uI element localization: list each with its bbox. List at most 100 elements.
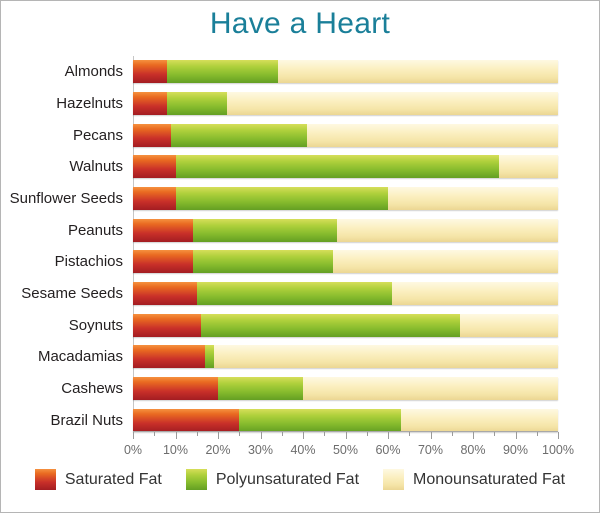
bar-segment-saturated-fat [133,250,193,274]
category-label: Pecans [72,126,123,144]
bar-row: Macadamias [1,341,599,373]
axis-tick [175,432,177,439]
axis-tick [154,432,156,436]
bar-segment-polyunsaturated-fat [192,250,333,274]
category-label: Almonds [64,63,123,81]
category-label: Walnuts [69,158,123,176]
bar-segment-polyunsaturated-fat [196,282,393,306]
bar-segment-polyunsaturated-fat [175,187,388,211]
bar-segment-saturated-fat [133,155,176,179]
axis-tick-label: 60% [375,443,401,457]
axis-tick [430,432,432,439]
bar-segment-monounsaturated-fat [460,313,558,337]
axis-tick [239,432,241,436]
bar-segment-saturated-fat [133,313,201,337]
bar-track [133,408,558,432]
axis-tick [281,432,283,436]
bar-segment-polyunsaturated-fat [167,92,227,115]
bar-segment-polyunsaturated-fat [239,408,401,432]
axis-tick [558,432,559,439]
axis-tick [303,432,304,439]
bar-row: Sunflower Seeds [1,183,599,215]
legend: Saturated Fat Polyunsaturated Fat Monounsa… [1,469,599,490]
bar-segment-monounsaturated-fat [226,92,558,115]
bar-segment-saturated-fat [133,187,176,211]
bar-segment-polyunsaturated-fat [218,377,303,401]
bar-segment-polyunsaturated-fat [201,313,461,337]
axis-tick [494,432,496,436]
bar-segment-monounsaturated-fat [498,155,558,179]
bar-segment-saturated-fat [133,408,240,432]
bar-track [133,250,558,274]
page-title: Have a Heart [209,7,391,40]
axis-tick [515,432,517,439]
bar-segment-monounsaturated-fat [277,60,558,84]
bar-track [133,345,558,369]
category-label: Macadamias [37,348,123,366]
axis-tick-label: 20% [205,443,231,457]
bar-track [133,123,558,147]
bar-segment-polyunsaturated-fat [205,345,214,369]
axis-tick [324,432,326,436]
axis-tick [388,432,389,439]
bar-segment-saturated-fat [133,123,172,147]
legend-item-saturated-fat: Saturated Fat [34,469,162,490]
axis-tick [218,432,219,439]
bar-segment-saturated-fat [133,282,197,306]
bar-segment-monounsaturated-fat [332,250,558,274]
legend-label-saturated-fat: Saturated Fat [64,470,162,488]
category-label: Cashews [61,380,123,398]
axis-tick [451,432,453,436]
bar-row: Almonds [1,56,599,88]
bar-row: Soynuts [1,309,599,341]
bar-track [133,313,558,337]
bar-row: Walnuts [1,151,599,183]
bar-segment-saturated-fat [133,218,193,242]
legend-label-monounsaturated-fat: Monounsaturated Fat [413,470,566,488]
axis-tick-label: 90% [502,443,529,457]
legend-swatch-monounsaturated-fat [383,469,405,490]
category-label: Peanuts [67,221,123,239]
axis-tick-label: 30% [247,443,274,457]
bar-row: Cashews [1,373,599,405]
bar-row: Brazil Nuts [1,404,599,436]
axis-tick [133,432,134,439]
category-label: Brazil Nuts [50,411,123,429]
axis-tick-label: 0% [123,443,143,457]
axis-tick [536,432,538,436]
bar-segment-saturated-fat [133,92,167,115]
bar-row: Pistachios [1,246,599,278]
axis-tick-label: 80% [460,443,486,457]
bar-row: Pecans [1,119,599,151]
bar-segment-saturated-fat [133,60,167,84]
bar-segment-monounsaturated-fat [392,282,558,306]
category-label: Sunflower Seeds [9,190,123,208]
category-label: Hazelnuts [56,95,123,112]
bar-track [133,218,558,242]
axis-tick-label: 70% [417,443,444,457]
category-label: Pistachios [54,253,123,271]
bar-segment-monounsaturated-fat [213,345,558,369]
y-axis-line [133,56,134,431]
axis-tick-label: 10% [162,443,189,457]
bar-track [133,60,558,84]
bar-track [133,282,558,306]
category-label: Soynuts [68,316,123,334]
bar-row: Peanuts [1,214,599,246]
bar-segment-saturated-fat [133,377,218,401]
axis-tick [366,432,368,436]
bar-segment-saturated-fat [133,345,206,369]
bar-rows: Almonds Hazelnuts Pecans Walnuts Sunflower S… [1,56,599,436]
axis-tick [196,432,198,436]
bar-track [133,155,558,179]
bar-track [133,92,558,115]
bar-segment-polyunsaturated-fat [167,60,278,84]
bar-segment-monounsaturated-fat [400,408,558,432]
bar-segment-monounsaturated-fat [337,218,558,242]
axis-tick-label: 100% [542,443,574,457]
category-label: Sesame Seeds [21,285,123,303]
axis-tick-label: 40% [290,443,316,457]
bar-row: Hazelnuts [1,88,599,120]
axis-tick [345,432,347,439]
